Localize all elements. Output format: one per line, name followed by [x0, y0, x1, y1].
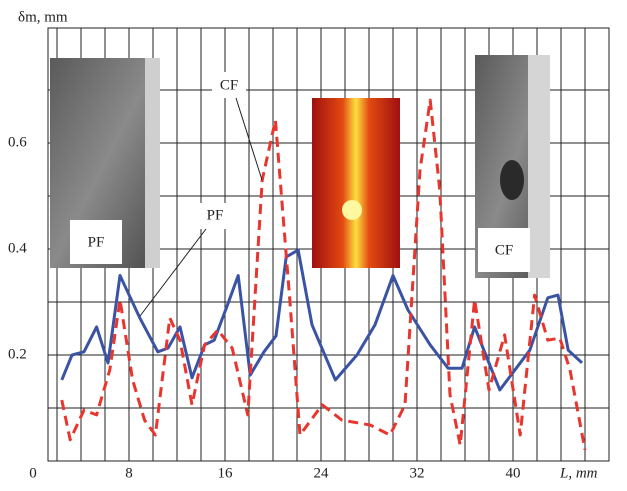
inset-label-box [70, 220, 122, 264]
cf-micrograph-edge [528, 55, 550, 278]
y-tick-label: 0.2 [8, 346, 27, 362]
inset-label: CF [495, 242, 513, 258]
leader-line [235, 97, 263, 181]
x-axis-label: L, mm [559, 465, 598, 481]
annotation: PF [207, 207, 224, 223]
leader-line [139, 228, 207, 317]
annotation: CF [220, 77, 238, 93]
series-line [60, 248, 584, 392]
thermal-image [312, 98, 400, 268]
pf-micrograph-edge [145, 58, 160, 268]
y-tick-label: 0.4 [8, 240, 27, 256]
thermal-spot [342, 200, 362, 220]
x-tick-label: 0 [29, 465, 37, 481]
annotation-box [212, 72, 246, 98]
x-tick-label: 40 [506, 465, 521, 481]
x-tick-label: 24 [314, 465, 330, 481]
cf-defect [500, 160, 524, 200]
inset-label: PF [88, 234, 105, 250]
annotation-box [198, 203, 232, 229]
series [60, 98, 587, 451]
x-tick-label: 16 [218, 465, 234, 481]
y-tick-label: 0.6 [8, 134, 27, 150]
plot-frame [47, 27, 610, 462]
inset-label-box [478, 228, 530, 272]
y-axis-label: δm, mm [18, 9, 68, 25]
x-tick-label: 32 [410, 465, 425, 481]
x-tick-label: 8 [125, 465, 133, 481]
